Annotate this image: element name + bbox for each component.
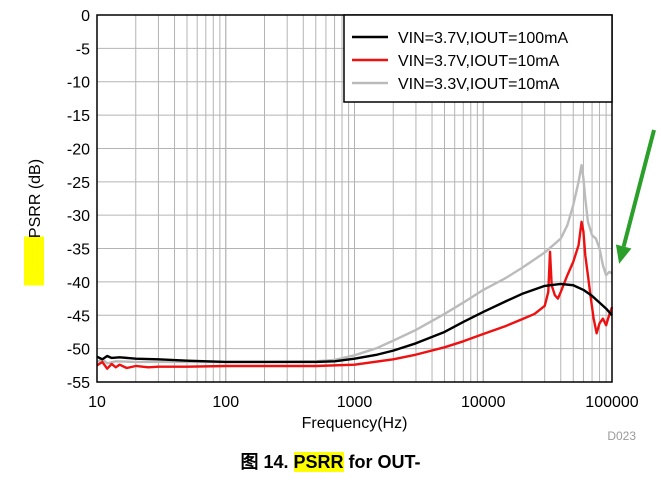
y-tick-label: -45 [67, 308, 90, 325]
axis-ticks: 0 -5 -10 -15 -20 -25 -30 -35 -40 -45 -50 -55 10 100 10… [67, 8, 639, 411]
series-line-1 [96, 220, 614, 370]
y-tick-label: -25 [67, 175, 90, 192]
y-axis-label-highlight-text: PSRR [27, 194, 44, 238]
green-arrow-annotation [615, 129, 656, 264]
legend: VIN=3.7V,IOUT=100mA VIN=3.7V,IOUT=10mA VIN… [343, 14, 613, 103]
series-layer [96, 163, 614, 370]
x-tick-label: 10 [88, 394, 106, 411]
y-tick-label: -10 [67, 75, 90, 92]
x-axis-label: Frequency(Hz) [302, 415, 408, 432]
y-tick-label: -35 [67, 242, 90, 259]
y-tick-label: -15 [67, 108, 90, 125]
x-tick-label: 100000 [585, 394, 638, 411]
x-tick-label: 100 [212, 394, 239, 411]
y-tick-label: -30 [67, 208, 90, 225]
x-tick-label: 1000 [337, 394, 373, 411]
arrow-head [615, 244, 632, 264]
y-axis-label-highlight [24, 236, 44, 286]
svg-text:PSRR (dB): PSRR (dB) [27, 159, 44, 238]
legend-entry-2: VIN=3.3V,IOUT=10mA [398, 76, 560, 93]
legend-entry-1: VIN=3.7V,IOUT=10mA [398, 53, 560, 70]
legend-entry-0: VIN=3.7V,IOUT=100mA [398, 30, 568, 47]
series-line-2 [96, 163, 613, 365]
caption-prefix: 图 14. [240, 452, 294, 472]
psrr-chart: 0 -5 -10 -15 -20 -25 -30 -35 -40 -45 -50 -55 10 100 10… [24, 8, 656, 440]
y-tick-label: -20 [67, 141, 90, 158]
arrow-shaft [621, 129, 656, 247]
figure-id: D023 [607, 429, 636, 440]
y-tick-label: -55 [67, 375, 90, 392]
y-tick-label: -5 [76, 41, 90, 58]
caption-suffix: for OUT- [343, 452, 421, 472]
caption-highlight: PSRR [293, 452, 344, 472]
y-axis-label: PSRR (dB) [24, 159, 44, 286]
legend-box [343, 14, 613, 103]
series-line-0 [96, 282, 613, 364]
x-tick-label: 10000 [461, 394, 506, 411]
figure-caption: 图 14. PSRR for OUT- [0, 448, 661, 474]
y-tick-label: -50 [67, 342, 90, 359]
chart-grid [96, 14, 613, 383]
y-tick-label: 0 [81, 8, 90, 25]
y-tick-label: -40 [67, 275, 90, 292]
y-axis-label-unit: (dB) [27, 159, 44, 194]
